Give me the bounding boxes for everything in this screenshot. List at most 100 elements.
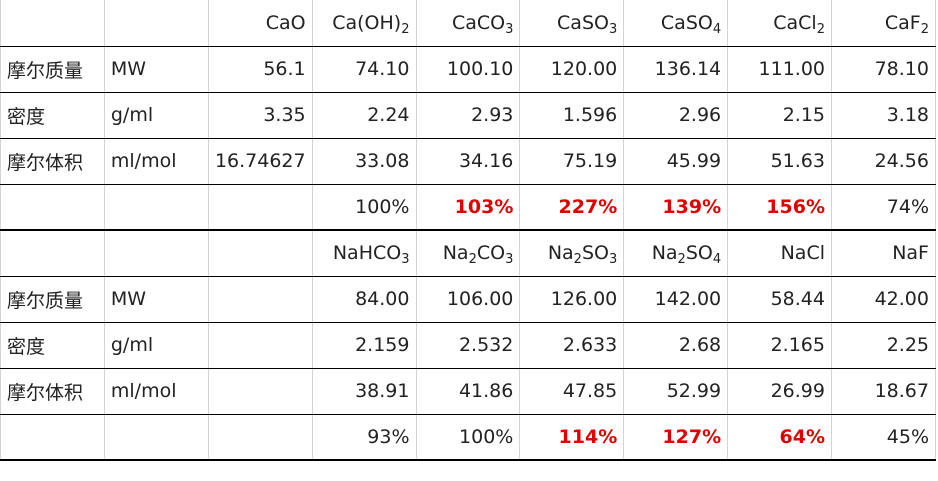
subscript: 2 <box>573 252 582 268</box>
cell: 103% <box>415 184 521 231</box>
cell: 56.1 <box>207 46 313 93</box>
cell: 3.18 <box>831 92 936 139</box>
subscript: 2 <box>401 21 410 37</box>
subscript: 3 <box>505 21 514 37</box>
cell: 摩尔质量 <box>0 46 105 93</box>
cell: 34.16 <box>415 138 521 185</box>
header-cell: CaSO4 <box>623 0 729 47</box>
cell: 2.96 <box>623 92 729 139</box>
cell <box>0 414 105 461</box>
data-row: 摩尔质量 MW 84.00 106.00 126.00 142.00 58.44 42.00 <box>0 276 936 323</box>
data-row: 摩尔体积 ml/mol 16.74627 33.08 34.16 75.19 45.99 51… <box>0 138 936 185</box>
cell: MW <box>103 46 209 93</box>
formula-text: NaF <box>892 242 929 265</box>
header-cell: Na2SO4 <box>623 230 729 277</box>
cell: 51.63 <box>727 138 832 185</box>
formula-text: Na <box>651 242 678 265</box>
cell <box>207 368 313 415</box>
data-row: 密度 g/ml 2.159 2.532 2.633 2.68 2.165 2.25 <box>0 322 936 369</box>
formula-text: SO <box>685 242 713 265</box>
cell: 100.10 <box>415 46 521 93</box>
formula-text: Na <box>547 242 574 265</box>
formula-text: Ca(OH) <box>332 11 402 34</box>
header-cell: NaF <box>831 230 936 277</box>
cell: 33.08 <box>311 138 417 185</box>
header-cell: NaCl <box>727 230 832 277</box>
cell: 42.00 <box>831 276 936 323</box>
cell <box>207 184 313 231</box>
cell: 38.91 <box>311 368 417 415</box>
cell <box>103 414 209 461</box>
cell: 156% <box>727 184 832 231</box>
cell: 2.68 <box>623 322 729 369</box>
cell: 45% <box>831 414 936 461</box>
cell: g/ml <box>103 322 209 369</box>
cell: 58.44 <box>727 276 832 323</box>
cell: 2.93 <box>415 92 521 139</box>
subscript: 3 <box>608 21 618 37</box>
cell: 2.165 <box>727 322 832 369</box>
data-row: 100% 103% 227% 139% 156% 74% <box>0 184 936 231</box>
cell: 74.10 <box>311 46 417 93</box>
cell: 100% <box>415 414 521 461</box>
cell: 密度 <box>0 92 105 139</box>
cell: 2.532 <box>415 322 521 369</box>
cell: 111.00 <box>727 46 832 93</box>
data-row: 摩尔质量 MW 56.1 74.10 100.10 120.00 136.14 111.00 7… <box>0 46 936 93</box>
cell: ml/mol <box>103 368 209 415</box>
cell: 2.15 <box>727 92 832 139</box>
header-cell <box>207 230 313 277</box>
formula-text: CO <box>476 242 506 265</box>
subscript: 3 <box>505 252 514 268</box>
cell: 142.00 <box>623 276 729 323</box>
header-cell <box>103 0 209 47</box>
cell: 1.596 <box>519 92 625 139</box>
cell: 摩尔体积 <box>0 368 105 415</box>
cell: 47.85 <box>519 368 625 415</box>
cell: 2.24 <box>311 92 417 139</box>
header-cell <box>0 230 105 277</box>
cell: 2.633 <box>519 322 625 369</box>
cell: 64% <box>727 414 832 461</box>
header-cell: Na2SO3 <box>519 230 625 277</box>
subscript: 2 <box>816 21 825 37</box>
cell: 106.00 <box>415 276 521 323</box>
cell: MW <box>103 276 209 323</box>
cell: 3.35 <box>207 92 313 139</box>
formula-text: CaSO <box>557 11 609 34</box>
data-row: 摩尔体积 ml/mol 38.91 41.86 47.85 52.99 26.99 18.67 <box>0 368 936 415</box>
cell: 74% <box>831 184 936 231</box>
subscript: 2 <box>677 252 686 268</box>
formula-text: CaSO <box>660 11 713 34</box>
formula-text: NaCl <box>780 242 825 265</box>
cell <box>207 322 313 369</box>
header-cell: Na2CO3 <box>415 230 521 277</box>
cell: 120.00 <box>519 46 625 93</box>
cell <box>207 414 313 461</box>
cell <box>207 276 313 323</box>
cell: 136.14 <box>623 46 729 93</box>
cell: 227% <box>519 184 625 231</box>
cell: 密度 <box>0 322 105 369</box>
cell: 126.00 <box>519 276 625 323</box>
cell: 摩尔体积 <box>0 138 105 185</box>
cell: 52.99 <box>623 368 729 415</box>
data-row: 密度 g/ml 3.35 2.24 2.93 1.596 2.96 2.15 3.18 <box>0 92 936 139</box>
subscript: 2 <box>920 21 929 37</box>
spreadsheet: CaO Ca(OH)2 CaCO3 CaSO3 CaSO4 CaCl2 CaF2 摩尔质量 MW… <box>0 0 936 461</box>
data-row: 93% 100% 114% 127% 64% 45% <box>0 414 936 461</box>
header-cell <box>0 0 105 47</box>
cell: 2.25 <box>831 322 936 369</box>
cell: g/ml <box>103 92 209 139</box>
cell: 93% <box>311 414 417 461</box>
formula-text: CaF <box>884 11 921 34</box>
header-cell: NaHCO3 <box>311 230 417 277</box>
cell: 100% <box>311 184 417 231</box>
header-cell: CaF2 <box>831 0 936 47</box>
cell: 75.19 <box>519 138 625 185</box>
cell: 26.99 <box>727 368 832 415</box>
formula-text: CaCO <box>451 11 506 34</box>
cell: 78.10 <box>831 46 936 93</box>
header-cell: CaSO3 <box>519 0 625 47</box>
